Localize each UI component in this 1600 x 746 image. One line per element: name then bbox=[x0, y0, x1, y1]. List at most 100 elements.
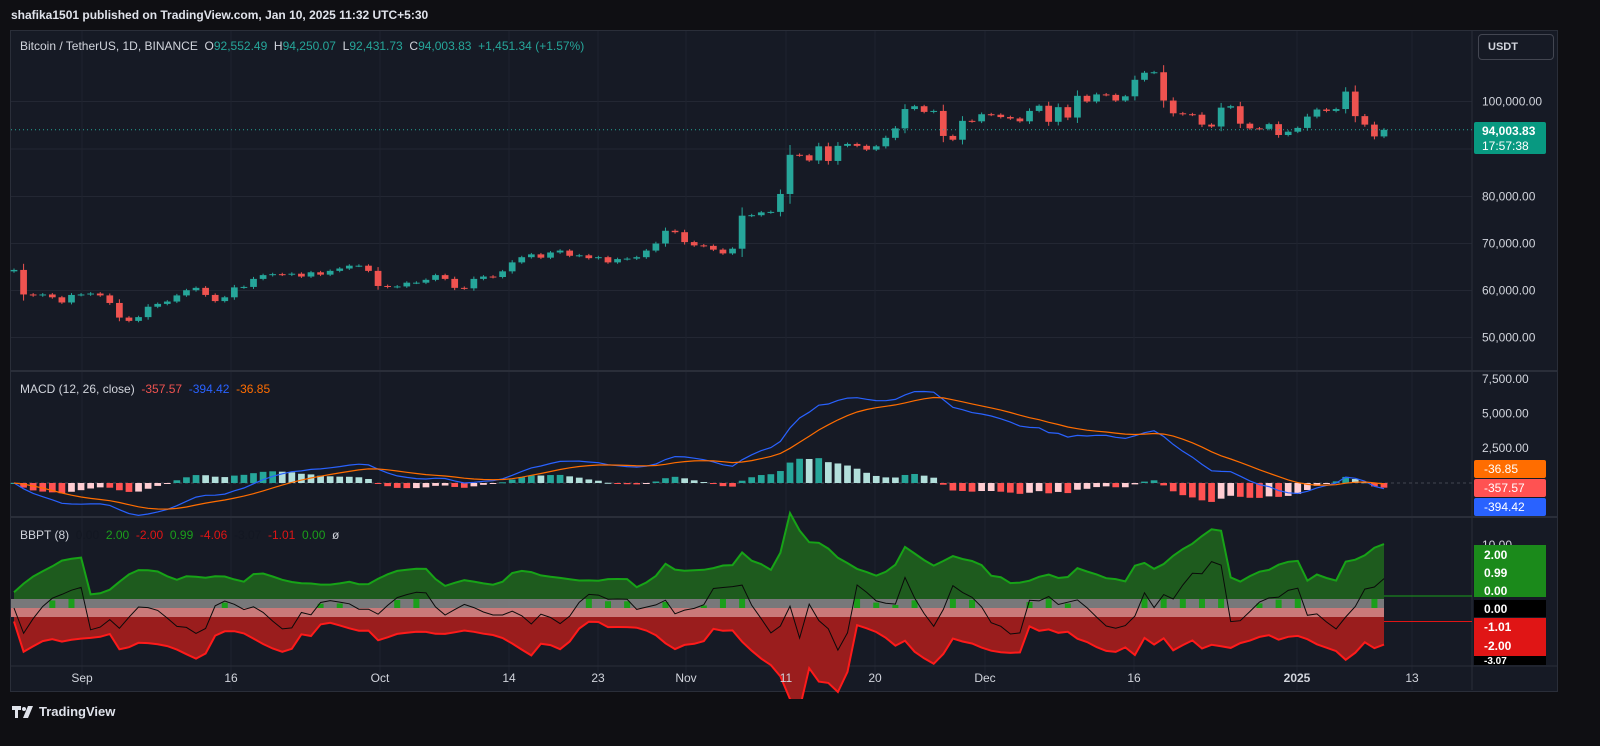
candle-body bbox=[623, 258, 631, 260]
bbpt-histogram-bar bbox=[1179, 599, 1186, 608]
publish-info: shafika1501 published on TradingView.com… bbox=[11, 8, 429, 22]
macd-histogram-bar bbox=[29, 483, 37, 491]
bbpt-oscillator-line bbox=[13, 561, 1385, 652]
bear-power-line bbox=[13, 620, 1385, 712]
macd-histogram-bar bbox=[556, 474, 564, 483]
bbpt-histogram-bar bbox=[1294, 599, 1301, 608]
candle-body bbox=[480, 276, 487, 279]
bbpt-histogram-bar bbox=[413, 599, 420, 608]
candle-body bbox=[844, 143, 851, 146]
macd-histogram-bar bbox=[307, 474, 315, 483]
macd-histogram-bar bbox=[393, 483, 401, 488]
tradingview-brand[interactable]: TradingView bbox=[12, 704, 115, 719]
macd-histogram-bar bbox=[518, 477, 526, 483]
candle-body bbox=[1236, 106, 1244, 124]
macd-histogram-bar bbox=[202, 475, 209, 483]
bbpt-legend[interactable]: BBPT (8) 0.00 2.00 -2.00 0.99 -4.06 -3.0… bbox=[20, 528, 339, 542]
macd-histogram-bar bbox=[1035, 483, 1043, 492]
candle-body bbox=[815, 146, 823, 161]
bbpt-title[interactable]: BBPT (8) bbox=[20, 528, 70, 542]
candle-body bbox=[48, 294, 56, 298]
macd-histogram-bar bbox=[652, 481, 660, 483]
macd-histogram-bar bbox=[1246, 483, 1254, 498]
bbpt-histogram-bar bbox=[394, 599, 401, 608]
bbpt-histogram-bar bbox=[719, 599, 726, 608]
macd-histogram-bar bbox=[116, 483, 123, 491]
candle-body bbox=[1121, 96, 1129, 101]
macd-legend[interactable]: MACD (12, 26, close) -357.57 -394.42 -36… bbox=[20, 382, 270, 396]
candle-body bbox=[1169, 100, 1177, 114]
macd-histogram-bar bbox=[1160, 483, 1168, 486]
brand-name: TradingView bbox=[39, 704, 116, 719]
currency-button[interactable]: USDT bbox=[1478, 34, 1554, 60]
bbpt-histogram-bar bbox=[700, 605, 707, 608]
candle-body bbox=[1112, 94, 1120, 101]
macd-histogram-bar bbox=[298, 473, 305, 483]
macd-histogram-bar bbox=[173, 480, 181, 483]
candle-body bbox=[1294, 127, 1302, 132]
macd-title[interactable]: MACD (12, 26, close) bbox=[20, 382, 135, 396]
macd-histogram-bar bbox=[834, 463, 842, 483]
candle-body bbox=[1102, 94, 1110, 96]
candle-body bbox=[566, 250, 574, 256]
bbpt-histogram-bar bbox=[969, 599, 976, 608]
macd-histogram-bar bbox=[901, 474, 909, 483]
candle-body bbox=[1074, 95, 1081, 118]
time-tick-label: 2025 bbox=[1284, 671, 1311, 685]
candle-body bbox=[1131, 79, 1139, 97]
macd-histogram-bar bbox=[978, 483, 985, 492]
macd-histogram-bar bbox=[566, 476, 574, 483]
candle-body bbox=[585, 255, 593, 259]
macd-tick-label: 5,000.00 bbox=[1482, 407, 1529, 421]
candle-body bbox=[326, 270, 334, 275]
macd-histogram-bar bbox=[278, 471, 286, 483]
candle-body bbox=[202, 287, 209, 295]
candle-body bbox=[365, 265, 372, 271]
macd-histogram-bar bbox=[288, 472, 296, 483]
price-tick-label: 70,000.00 bbox=[1482, 237, 1536, 251]
candle-body bbox=[700, 245, 708, 247]
macd-histogram-bar bbox=[460, 483, 468, 488]
macd-histogram-bar bbox=[633, 483, 641, 485]
macd-histogram-bar bbox=[585, 479, 593, 483]
candle-body bbox=[499, 271, 506, 278]
macd-histogram-bar bbox=[939, 483, 947, 485]
candle-body bbox=[748, 215, 756, 217]
time-tick-label: Nov bbox=[675, 671, 696, 685]
candle-body bbox=[1227, 106, 1235, 108]
candle-body bbox=[441, 275, 449, 279]
macd-histogram-bar bbox=[1198, 483, 1206, 501]
time-tick-label: 20 bbox=[868, 671, 882, 685]
candle-body bbox=[307, 272, 315, 277]
symbol-legend[interactable]: Bitcoin / TetherUS, 1D, BINANCE O92,552.… bbox=[20, 39, 584, 53]
symbol-name[interactable]: Bitcoin / TetherUS, 1D, BINANCE bbox=[20, 39, 198, 53]
macd-histogram-bar bbox=[959, 483, 966, 491]
macd-histogram-bar bbox=[1265, 483, 1273, 497]
price-tick-label: 60,000.00 bbox=[1482, 284, 1536, 298]
macd-histogram-bar bbox=[1141, 481, 1148, 483]
candle-body bbox=[872, 146, 880, 150]
macd-histogram-bar bbox=[690, 480, 698, 483]
candle-body bbox=[556, 250, 564, 253]
macd-histogram-bar bbox=[441, 483, 449, 486]
change-value: +1,451.34 (+1.57%) bbox=[478, 39, 585, 53]
candle-body bbox=[1304, 116, 1311, 128]
bbpt-histogram-bar bbox=[604, 601, 611, 608]
macd-histogram-bar bbox=[700, 482, 708, 484]
candle-body bbox=[1217, 107, 1225, 127]
candle-body bbox=[738, 215, 746, 249]
candle-body bbox=[355, 265, 363, 267]
high-label: H bbox=[273, 39, 283, 53]
candle-body bbox=[451, 278, 459, 288]
candle-body bbox=[192, 287, 200, 291]
candle-body bbox=[834, 145, 842, 161]
time-axis: Sep 16 Oct 14 23 Nov 11 20 Dec 16 2025 13 bbox=[71, 671, 1419, 685]
bbpt-value: 0.99 bbox=[169, 528, 194, 542]
bbpt-histogram-bar bbox=[1371, 599, 1378, 608]
price-tick-label: 80,000.00 bbox=[1482, 190, 1536, 204]
macd-histogram-bar bbox=[671, 476, 679, 483]
candle-body bbox=[508, 262, 516, 272]
macd-histogram-bar bbox=[892, 477, 899, 483]
macd-histogram-bar bbox=[757, 475, 765, 483]
